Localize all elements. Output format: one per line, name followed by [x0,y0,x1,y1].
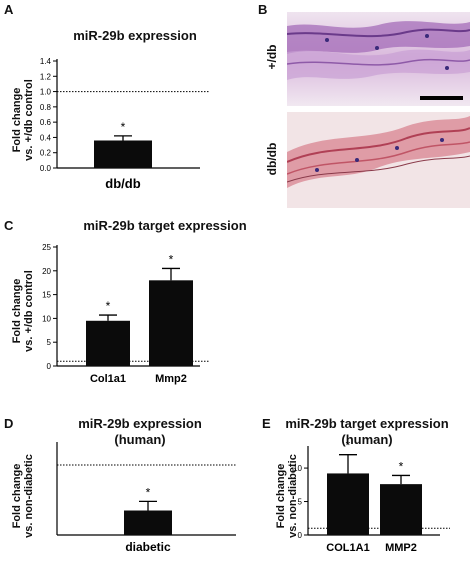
significance-mark-c: * [169,252,174,266]
panel-letter-e: E [262,416,271,431]
y-tick-label-c: 5 [47,338,52,347]
y-tick-label-c: 25 [42,243,51,252]
bar-a-db/db [94,140,152,168]
y-tick-label-e: 5 [298,498,303,507]
category-label-e: MMP2 [385,542,417,554]
significance-mark-e: * [399,459,404,473]
chart-title-e: miR-29b target expression (human) [285,416,449,447]
bar-e-mmp2 [380,484,422,535]
y-tick-label-a: 1.4 [40,57,52,66]
y-tick-label-a: 0.0 [40,164,52,173]
chart-title-a: miR-29b expression [73,28,197,43]
chart-title-c: miR-29b target expression [83,218,247,233]
category-label-c: Mmp2 [155,373,187,385]
y-tick-label-c: 0 [47,362,52,371]
y-tick-label-e: 0 [298,531,303,540]
significance-mark-d: * [146,485,151,499]
category-label-e: COL1A1 [326,542,369,554]
significance-mark-e: * [346,439,351,453]
bar-e-col1a1 [327,473,369,535]
bar-c-mmp2 [149,280,193,366]
y-tick-label-c: 20 [42,267,51,276]
y-tick-label-e: 10 [293,464,302,473]
category-label-a: db/db [105,176,140,191]
y-tick-label-a: 0.2 [40,149,52,158]
chart-title-d: miR-29b expression (human) [78,416,202,447]
significance-mark-c: * [106,299,111,313]
panel-letter-d: D [4,416,14,431]
bar-d-diabetic [124,510,172,535]
y-tick-label-a: 0.6 [40,118,52,127]
panel-letter-c: C [4,218,14,233]
y-tick-label-a: 1.0 [40,88,52,97]
panel-letter-a: A [4,2,14,17]
histology-image-heterozygous [287,12,470,106]
y-tick-label-a: 0.4 [40,133,52,142]
y-tick-label-c: 15 [42,291,51,300]
y-tick-label-a: 0.8 [40,103,52,112]
significance-mark-a: * [121,120,126,134]
bar-c-col1a1 [86,320,130,366]
category-label-c: Col1a1 [90,373,126,385]
y-tick-label-c: 10 [42,314,51,323]
panel-letter-b: B [258,2,268,17]
y-tick-label-a: 1.2 [40,72,52,81]
histology-image-diabetic [287,112,470,208]
category-label-d: diabetic [125,540,171,554]
